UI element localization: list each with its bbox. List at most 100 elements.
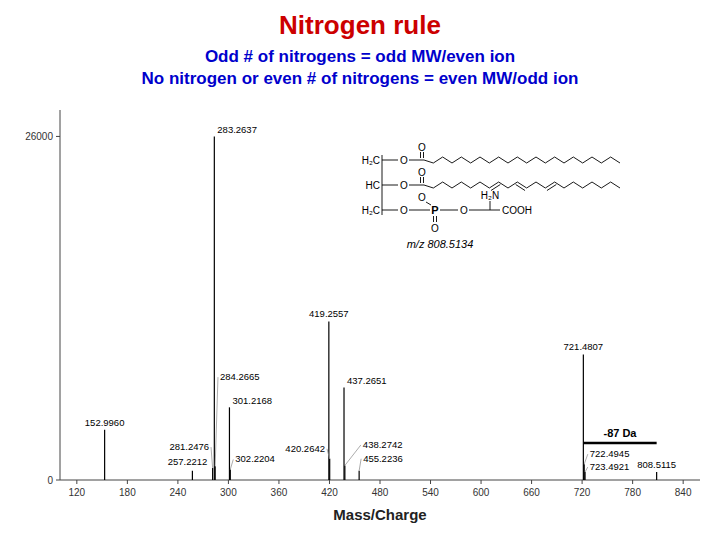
structure-label: COOH: [502, 205, 532, 216]
peak-label: 152.9960: [85, 417, 125, 428]
peak: [359, 471, 360, 480]
bond: [489, 157, 498, 163]
bond: [424, 185, 433, 188]
x-tick: [531, 480, 532, 484]
bond: [564, 182, 573, 188]
peaks: [105, 136, 657, 480]
x-tick-label: 300: [220, 487, 237, 498]
x-tick: [683, 480, 684, 484]
bond: [420, 152, 421, 158]
peak: [230, 469, 231, 480]
bond: [489, 182, 498, 188]
x-tick-label: 780: [624, 487, 641, 498]
x-tick: [278, 480, 279, 484]
peak-label: 420.2642: [285, 443, 325, 454]
leader-line: [327, 449, 330, 459]
bond: [536, 157, 545, 163]
bond: [436, 216, 437, 222]
structure-label: O: [400, 180, 408, 191]
bond: [440, 210, 458, 211]
bond: [423, 152, 424, 158]
bond: [611, 182, 620, 188]
peak-label: 808.5115: [637, 459, 676, 470]
x-tick-label: 660: [523, 487, 540, 498]
y-tick-label: 0: [47, 475, 53, 486]
subtitle: No nitrogen or even # of nitrogens = eve…: [142, 69, 579, 88]
annotation: -87 Da: [583, 427, 656, 443]
bond: [409, 160, 424, 161]
leader-line: [584, 454, 588, 464]
bond: [601, 157, 610, 163]
peak-label: 721.4807: [564, 341, 604, 352]
structure-label: O: [460, 205, 468, 216]
peak: [212, 468, 213, 480]
x-tick: [329, 480, 330, 484]
bond: [409, 210, 430, 211]
bond: [382, 185, 398, 186]
peak: [343, 388, 344, 481]
peak: [344, 465, 345, 480]
bond: [573, 157, 582, 163]
x-tick: [430, 480, 431, 484]
peak-label: 438.2742: [363, 439, 403, 450]
annotation-text: -87 Da: [603, 427, 637, 439]
bond: [443, 182, 452, 188]
subtitle: Odd # of nitrogens = odd MW/even ion: [205, 47, 515, 66]
x-tick-label: 840: [675, 487, 692, 498]
x-tick: [127, 480, 128, 484]
peak: [583, 354, 584, 480]
bond: [499, 157, 508, 163]
bond: [423, 177, 424, 183]
bond: [382, 160, 398, 161]
bond: [536, 182, 545, 188]
x-tick-label: 120: [68, 487, 85, 498]
peak-label: 722.4945: [590, 448, 630, 459]
bond: [471, 157, 480, 163]
annotation-line: [583, 442, 656, 445]
structure-label: HC: [366, 180, 380, 191]
x-tick-label: 540: [422, 487, 439, 498]
x-tick: [228, 480, 229, 484]
bond: [480, 182, 489, 188]
structure-label: O: [418, 142, 426, 153]
bond: [573, 182, 582, 188]
bond: [433, 157, 442, 163]
bond: [420, 177, 421, 183]
peak: [329, 459, 330, 480]
y-axis-line: [60, 110, 61, 480]
bond: [424, 160, 433, 163]
bond: [564, 157, 573, 163]
mz-label: m/z 808.5134: [407, 238, 474, 250]
bond: [471, 182, 480, 188]
structure-label: O: [400, 155, 408, 166]
bond: [555, 157, 564, 163]
structure-label: O: [400, 205, 408, 216]
peak: [229, 407, 230, 480]
bond: [409, 185, 424, 186]
structure-labels: H₂CHCH₂COOOOOPOOOH₂NCOOHm/z 808.5134: [362, 142, 532, 251]
peak-label: 281.2476: [169, 441, 209, 452]
peak: [214, 136, 215, 480]
structure-label: H₂C: [362, 205, 380, 216]
bond: [469, 210, 500, 211]
peak: [104, 430, 105, 480]
bond: [545, 182, 554, 188]
x-axis-label: Mass/Charge: [333, 506, 426, 523]
bond: [516, 185, 525, 191]
peak-label: 455.2236: [363, 453, 403, 464]
x-tick-label: 420: [321, 487, 338, 498]
peak-labels: 152.9960257.2212281.2476284.2665283.2637…: [85, 124, 676, 472]
bond: [452, 182, 461, 188]
x-tick-label: 180: [119, 487, 136, 498]
bond: [426, 202, 431, 205]
bond: [545, 157, 554, 163]
bond: [461, 157, 470, 163]
peak: [192, 471, 193, 480]
peak-label: 419.2557: [309, 308, 349, 319]
x-tick-label: 360: [271, 487, 288, 498]
bond: [583, 157, 592, 163]
leader-line: [359, 459, 361, 471]
peak-label: 437.2651: [347, 375, 387, 386]
x-tick-label: 480: [372, 487, 389, 498]
leader-line: [230, 459, 233, 469]
